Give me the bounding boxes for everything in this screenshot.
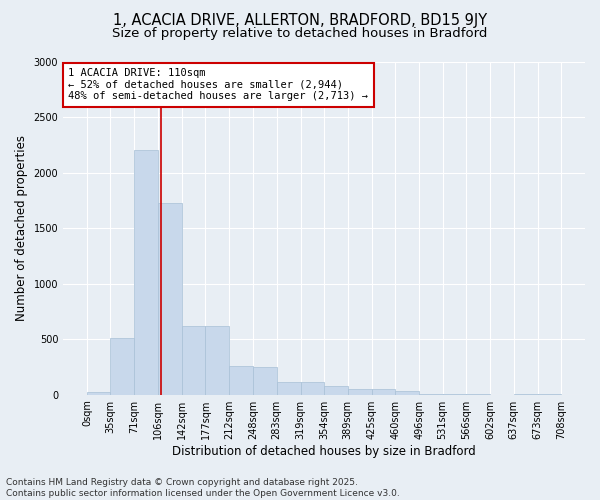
Bar <box>205 326 229 394</box>
Bar <box>110 338 134 394</box>
Text: Contains HM Land Registry data © Crown copyright and database right 2025.
Contai: Contains HM Land Registry data © Crown c… <box>6 478 400 498</box>
Bar <box>395 392 419 394</box>
Text: 1, ACACIA DRIVE, ALLERTON, BRADFORD, BD15 9JY: 1, ACACIA DRIVE, ALLERTON, BRADFORD, BD1… <box>113 12 487 28</box>
Bar <box>134 150 158 394</box>
Bar <box>277 382 301 394</box>
Text: 1 ACACIA DRIVE: 110sqm
← 52% of detached houses are smaller (2,944)
48% of semi-: 1 ACACIA DRIVE: 110sqm ← 52% of detached… <box>68 68 368 102</box>
Bar <box>347 389 371 394</box>
Bar <box>371 388 395 394</box>
X-axis label: Distribution of detached houses by size in Bradford: Distribution of detached houses by size … <box>172 444 476 458</box>
Bar <box>158 202 182 394</box>
Bar <box>253 367 277 394</box>
Bar <box>87 392 110 394</box>
Text: Size of property relative to detached houses in Bradford: Size of property relative to detached ho… <box>112 28 488 40</box>
Bar <box>182 326 205 394</box>
Bar <box>229 366 253 394</box>
Bar <box>324 386 347 394</box>
Y-axis label: Number of detached properties: Number of detached properties <box>15 135 28 321</box>
Bar <box>301 382 324 394</box>
